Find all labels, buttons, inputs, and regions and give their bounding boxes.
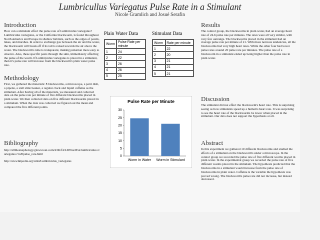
heading: Methodology [4,75,40,82]
cell: 21 [164,69,195,78]
table-row: Worm Pulse Rate per minute [104,39,147,49]
x-tick-label: Worm in Stimulant [156,158,185,162]
bar [161,123,180,156]
header-cell: Pulse Rate per minute [115,39,147,49]
y-tick-label: 5 [120,147,122,151]
table-title: Plain Water Data [104,32,138,37]
table-row: 5 25 [104,72,147,80]
paragraph: http://en.wikipedia.org/wiki/Lumbriculus… [4,159,72,163]
heading: Results [201,22,221,29]
paragraph: http://alltheanaphology.glowscout.com/4/… [4,148,100,156]
chart: Pulse Rate per Minute 0 5 10 15 20 25 30 Worm i… [110,96,192,168]
table-row: Worm Rate per minute [152,38,195,47]
table-row: 2 22 [104,54,147,62]
y-tick-label: 20 [118,124,122,128]
paragraph: First, we gathered the materials: 8 blac… [4,82,99,109]
cell: 5 [152,69,166,78]
y-tick-label: 0 [120,154,122,158]
paragraph: In this experiment we gathered 10 differ… [201,147,296,182]
y-tick-label: 30 [118,108,122,112]
poster: Lumbricullus Variegatus Pulse Rate in a … [4,2,296,182]
x-tick-label: Worm in Water [128,158,152,162]
table-row: 5 21 [152,69,195,78]
y-tick-label: 10 [118,139,122,143]
table: Worm Pulse Rate per minute 1 24 2 22 3 26 4 26 5 25 [104,39,147,80]
heading: Bibliography [4,140,39,147]
y-tick-label: 15 [118,131,122,135]
heading: Introduction [4,22,37,29]
table-title: Stimulant Data [152,32,183,37]
title: Lumbricullus Variegatus Pulse Rate in a … [58,2,242,12]
chart-title: Pulse Rate per Minute [127,99,175,104]
bar [130,118,149,156]
cell: 25 [115,72,147,80]
authors: Nicole Gramlich and Josué Serafin [115,13,185,18]
table: Worm Rate per minute 1 22 2 20 3 21 4 21 5 21 [152,38,195,78]
paragraph: How can a stimulant effect the pulse rat… [4,29,100,68]
cell: 5 [104,72,117,80]
heading: Discussion [201,96,230,103]
paragraph: The control group, the blackworms in pla… [201,29,296,60]
header-cell: Worm [104,39,117,49]
heading: Abstract [201,140,224,147]
paragraph: The stimulant did not effect the blackwo… [201,103,295,119]
y-tick-label: 25 [118,116,122,120]
